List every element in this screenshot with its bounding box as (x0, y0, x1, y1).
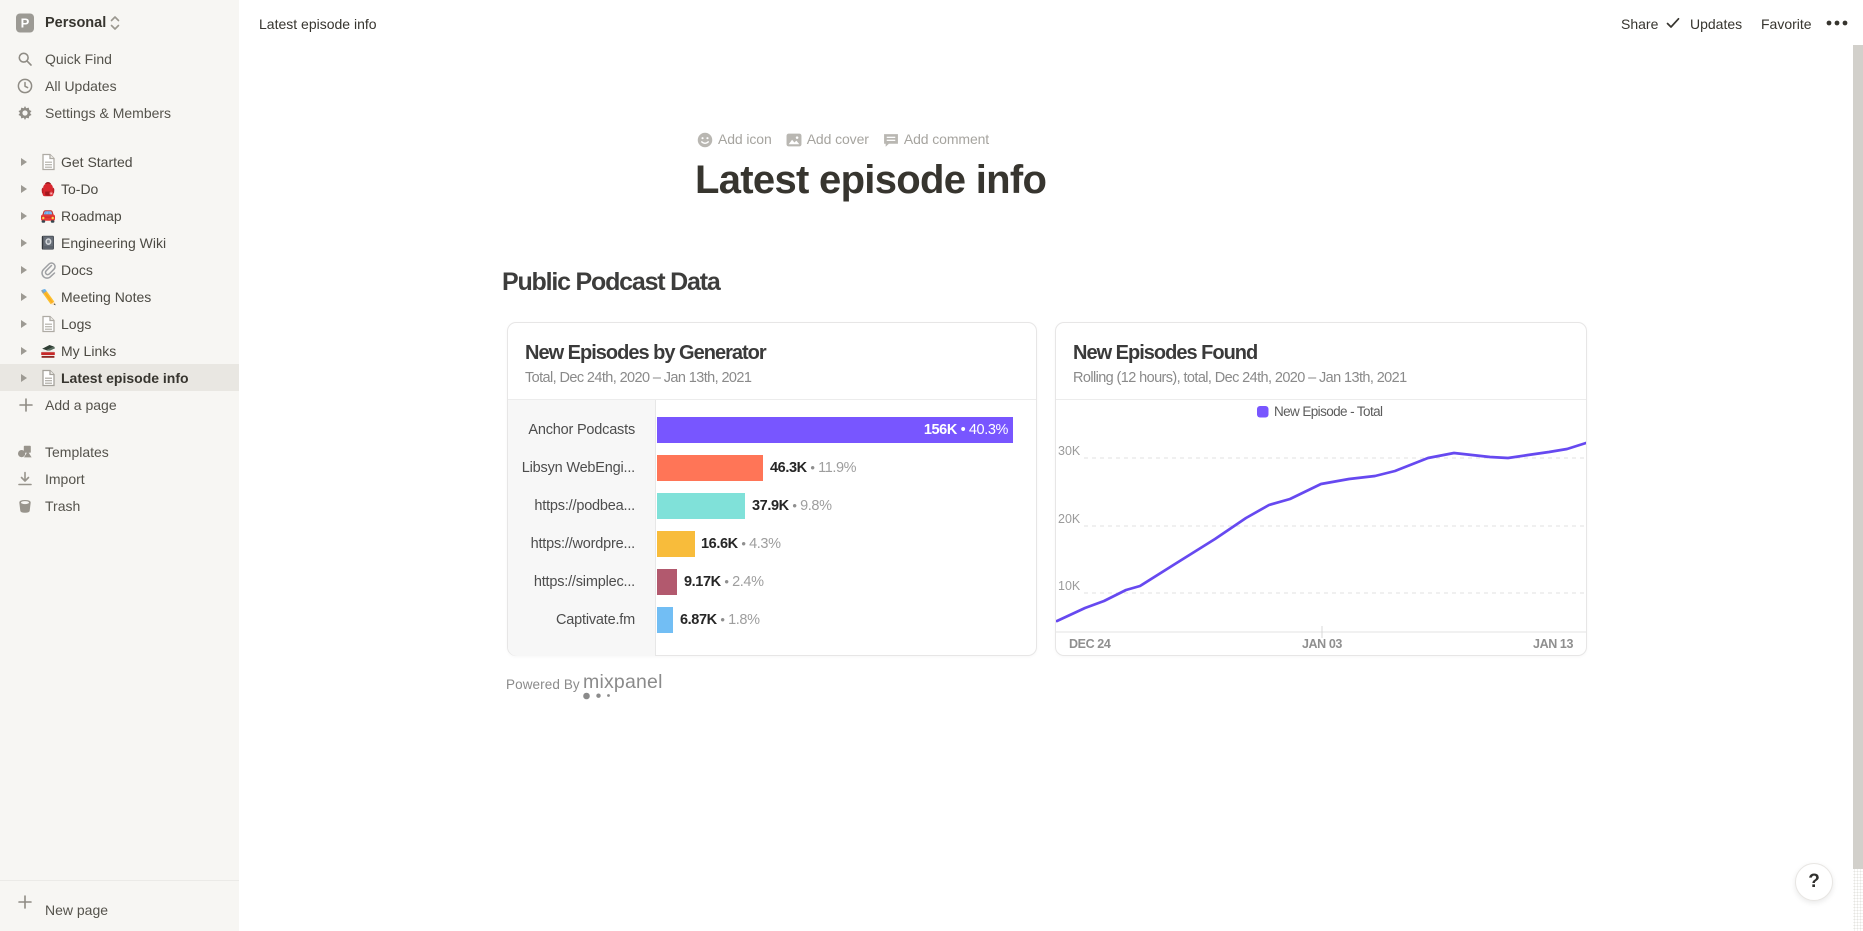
svg-text:10K: 10K (1058, 579, 1081, 593)
svg-text:30K: 30K (1058, 444, 1081, 458)
svg-text:20K: 20K (1058, 512, 1081, 526)
svg-text:JAN 03: JAN 03 (1302, 637, 1342, 651)
svg-text:JAN 13: JAN 13 (1533, 637, 1573, 651)
svg-text:DEC 24: DEC 24 (1069, 637, 1111, 651)
svg-text:New Episode - Total: New Episode - Total (1274, 404, 1383, 419)
